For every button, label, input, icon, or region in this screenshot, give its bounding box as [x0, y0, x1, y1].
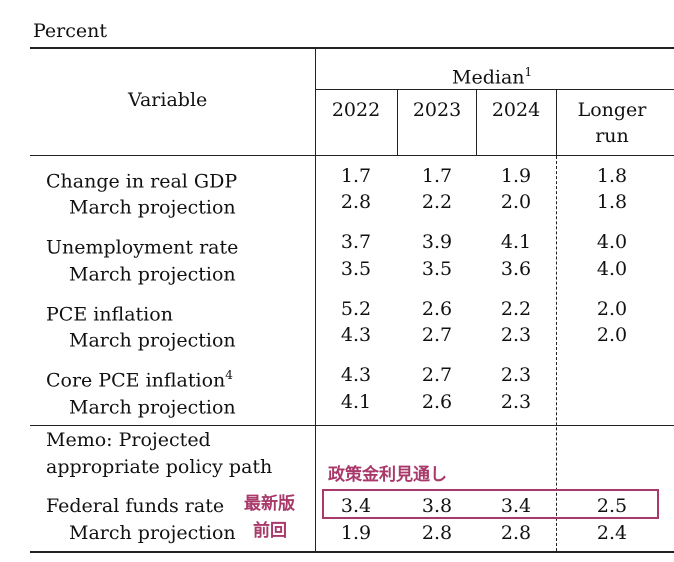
table-cell: 2.2: [421, 191, 453, 213]
memo-line2: appropriate policy path: [46, 456, 273, 478]
table-cell: 4.0: [596, 258, 628, 280]
row-label-text: March projection: [69, 263, 236, 286]
row-label-text: Unemployment rate: [46, 236, 239, 259]
table-cell: 1.7: [340, 165, 372, 187]
federal-funds-rate-label: Federal funds rate: [46, 495, 225, 517]
table-cell: 3.6: [500, 258, 532, 280]
table-cell: 2.3: [500, 324, 532, 346]
table-cell: 2.3: [500, 391, 532, 413]
row-label: PCE inflation: [46, 298, 173, 325]
row-label-march-projection: March projection: [69, 324, 236, 351]
row-label-text: March projection: [69, 329, 236, 352]
row-label-text: PCE inflation: [46, 303, 173, 326]
memo-top-rule: [30, 425, 674, 426]
median-underline: [315, 89, 674, 90]
year-divider-1: [397, 89, 398, 155]
latest-version-tag: 最新版: [244, 494, 295, 514]
row-label-text: Core PCE inflation: [46, 369, 226, 392]
median-footnote: 1: [524, 65, 533, 79]
longer-run-header-line2: run: [595, 125, 629, 147]
table-cell: 2.0: [596, 298, 628, 320]
fed-march-projection-label: March projection: [69, 522, 236, 544]
table-cell: 3.7: [340, 231, 372, 253]
median-header: Median1: [452, 61, 532, 88]
longer-run-header-line1: Longer: [577, 99, 647, 121]
year-divider-2: [476, 89, 477, 155]
table-cell: 3.4: [500, 495, 532, 517]
memo-line1: Memo: Projected: [46, 429, 211, 451]
table-top-rule: [30, 47, 674, 49]
row-footnote: 4: [225, 368, 233, 382]
year-2023-header: 2023: [412, 99, 462, 121]
header-bottom-rule: [30, 155, 674, 156]
row-label: Unemployment rate: [46, 231, 238, 258]
row-label: Core PCE inflation4: [46, 364, 233, 391]
table-cell: 2.8: [500, 522, 532, 544]
table-cell: 3.5: [421, 258, 453, 280]
table-cell: 2.5: [596, 495, 628, 517]
table-cell: 2.8: [421, 522, 453, 544]
row-label-march-projection: March projection: [69, 258, 236, 285]
year-2022-header: 2022: [331, 99, 381, 121]
table-cell: 2.2: [500, 298, 532, 320]
table-cell: 1.7: [421, 165, 453, 187]
row-label: Change in real GDP: [46, 165, 237, 192]
table-cell: 3.8: [421, 495, 453, 517]
table-cell: 3.9: [421, 231, 453, 253]
table-cell: 2.7: [421, 324, 453, 346]
row-label-march-projection: March projection: [69, 191, 236, 218]
table-cell: 2.4: [596, 522, 628, 544]
table-cell: 2.6: [421, 298, 453, 320]
table-cell: 1.8: [596, 191, 628, 213]
table-cell: 2.7: [421, 364, 453, 386]
variable-header: Variable: [128, 89, 208, 111]
table-cell: 2.8: [340, 191, 372, 213]
table-cell: 2.6: [421, 391, 453, 413]
row-label-march-projection: March projection: [69, 391, 236, 418]
table-cell: 2.3: [500, 364, 532, 386]
table-cell: 2.0: [500, 191, 532, 213]
table-cell: 2.0: [596, 324, 628, 346]
longer-run-dashed-divider: [556, 156, 557, 551]
unit-label: Percent: [33, 20, 108, 42]
median-text: Median: [452, 66, 525, 89]
year-2024-header: 2024: [491, 99, 541, 121]
table-cell: 4.1: [500, 231, 532, 253]
previous-version-tag: 前回: [253, 521, 287, 541]
table-cell: 4.0: [596, 231, 628, 253]
year-divider-3: [556, 89, 557, 155]
table-cell: 4.3: [340, 364, 372, 386]
table-cell: 1.9: [340, 522, 372, 544]
table-cell: 4.3: [340, 324, 372, 346]
table-bottom-rule: [30, 551, 674, 553]
table-cell: 3.4: [340, 495, 372, 517]
variable-column-divider: [315, 47, 316, 552]
row-label-text: March projection: [69, 396, 236, 419]
policy-rate-outlook-annotation: 政策金利見通し: [328, 465, 447, 485]
latest-fed-funds-highlight: [322, 489, 659, 519]
table-cell: 4.1: [340, 391, 372, 413]
table-cell: 3.5: [340, 258, 372, 280]
row-label-text: Change in real GDP: [46, 170, 238, 193]
table-cell: 1.8: [596, 165, 628, 187]
table-cell: 1.9: [500, 165, 532, 187]
table-cell: 5.2: [340, 298, 372, 320]
row-label-text: March projection: [69, 196, 236, 219]
